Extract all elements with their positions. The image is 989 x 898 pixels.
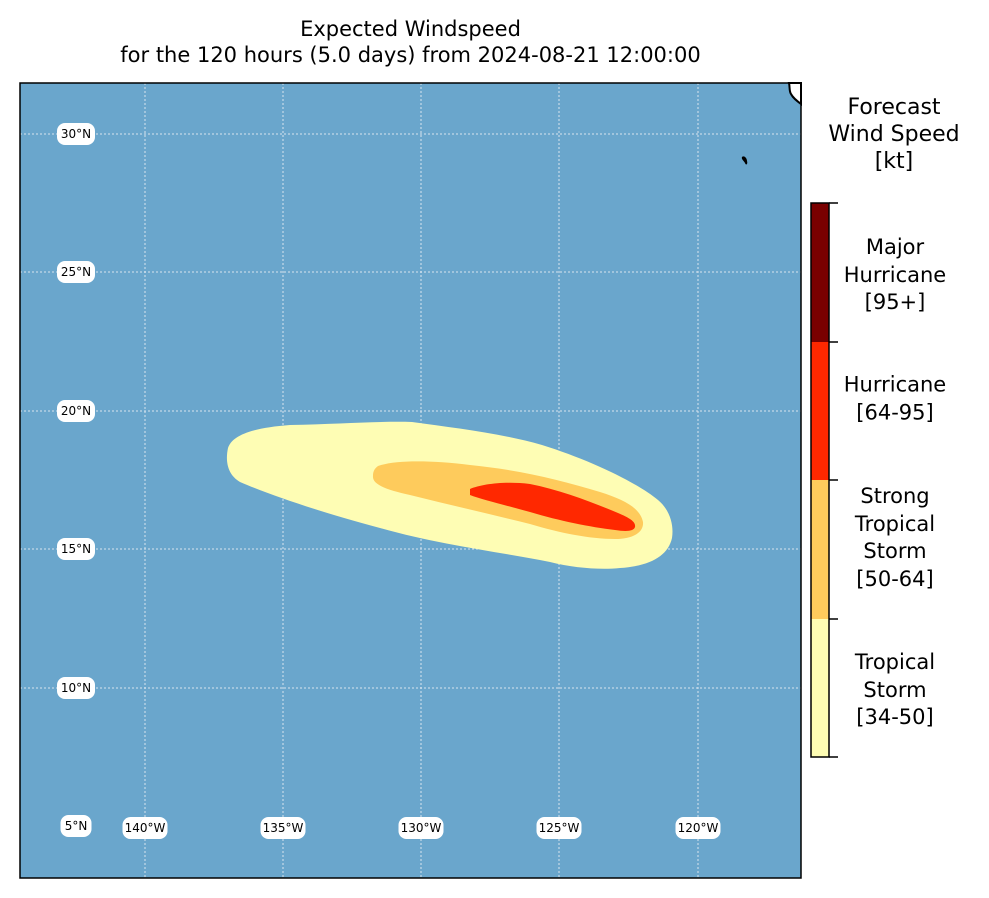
legend-label-line: Major — [865, 234, 925, 259]
legend-label-line: Storm — [863, 677, 927, 702]
label-text: 30°N — [61, 127, 91, 141]
latitude-label: 5°N — [60, 815, 92, 837]
legend-label-line: [64-95] — [856, 400, 934, 424]
title-line-1: Expected Windspeed — [300, 17, 521, 41]
latitude-labels: 5°N 10°N 15°N 20°N 25°N 30°N — [57, 123, 95, 837]
label-text: 125°W — [539, 821, 580, 835]
colorbar — [810, 202, 838, 758]
label-badge — [675, 817, 721, 839]
land-island — [741, 156, 748, 165]
longitude-label: 120°W — [675, 817, 721, 839]
label-badge — [57, 677, 95, 699]
legend-label-hurricane: Hurricane [64-95] — [820, 372, 970, 427]
label-badge — [398, 817, 444, 839]
colorbar-segment-tropical-storm — [811, 619, 829, 757]
latitude-label: 25°N — [57, 261, 95, 283]
latitude-label: 15°N — [57, 538, 95, 560]
map-frame — [19, 82, 802, 879]
legend-label-line: [50-64] — [856, 566, 934, 591]
legend-title: Forecast Wind Speed [kt] — [805, 94, 983, 175]
land-coastline — [787, 82, 802, 107]
legend-label-line: [95+] — [864, 289, 926, 314]
chart-title: Expected Windspeed for the 120 hours (5.… — [20, 16, 801, 68]
label-badge — [57, 123, 95, 145]
label-badge — [57, 400, 95, 422]
colorbar-segment-major-hurricane — [811, 203, 829, 342]
colorbar-ticks — [829, 202, 838, 758]
legend-label-line: Storm — [863, 539, 927, 563]
latitude-label: 30°N — [57, 123, 95, 145]
label-badge — [260, 817, 306, 839]
label-badge — [60, 815, 92, 837]
label-text: 5°N — [65, 819, 88, 833]
label-text: 135°W — [263, 821, 304, 835]
legend-label-line: [34-50] — [856, 704, 934, 729]
label-text: 10°N — [61, 681, 91, 695]
legend-label-line: Tropical — [854, 511, 936, 536]
label-text: 120°W — [678, 821, 719, 835]
legend-label-line: Strong — [860, 484, 930, 508]
label-text: 140°W — [125, 821, 166, 835]
longitude-label: 130°W — [398, 817, 444, 839]
longitude-label: 140°W — [122, 817, 168, 839]
longitude-label: 125°W — [536, 817, 582, 839]
legend-label-major-hurricane: Major Hurricane [95+] — [820, 234, 970, 317]
legend-label-line: Tropical — [854, 649, 936, 674]
label-badge — [57, 538, 95, 560]
label-text: 25°N — [61, 265, 91, 279]
legend-label-line: Hurricane — [843, 372, 947, 397]
legend-title-line-1: Forecast — [847, 95, 941, 120]
label-text: 20°N — [61, 404, 91, 418]
title-line-2: for the 120 hours (5.0 days) from 2024-0… — [120, 43, 701, 67]
longitude-labels: 140°W 135°W 130°W 125°W 120°W — [122, 817, 721, 839]
legend-title-line-2: Wind Speed — [828, 122, 960, 147]
legend-label-line: Hurricane — [843, 262, 947, 287]
hurricane-area — [470, 482, 636, 531]
legend-title-line-3: [kt] — [874, 149, 914, 174]
label-badge — [536, 817, 582, 839]
latitude-label: 10°N — [57, 677, 95, 699]
label-text: 15°N — [61, 542, 91, 556]
longitude-label: 135°W — [260, 817, 306, 839]
label-badge — [122, 817, 168, 839]
legend-label-tropical-storm: Tropical Storm [34-50] — [820, 649, 970, 732]
colorbar-segment-strong-tropical-storm — [811, 480, 829, 619]
label-text: 130°W — [401, 821, 442, 835]
latitude-label: 20°N — [57, 400, 95, 422]
label-badge — [57, 261, 95, 283]
legend-label-strong-tropical-storm: Strong Tropical Storm [50-64] — [820, 483, 970, 593]
colorbar-segment-hurricane — [811, 342, 829, 480]
